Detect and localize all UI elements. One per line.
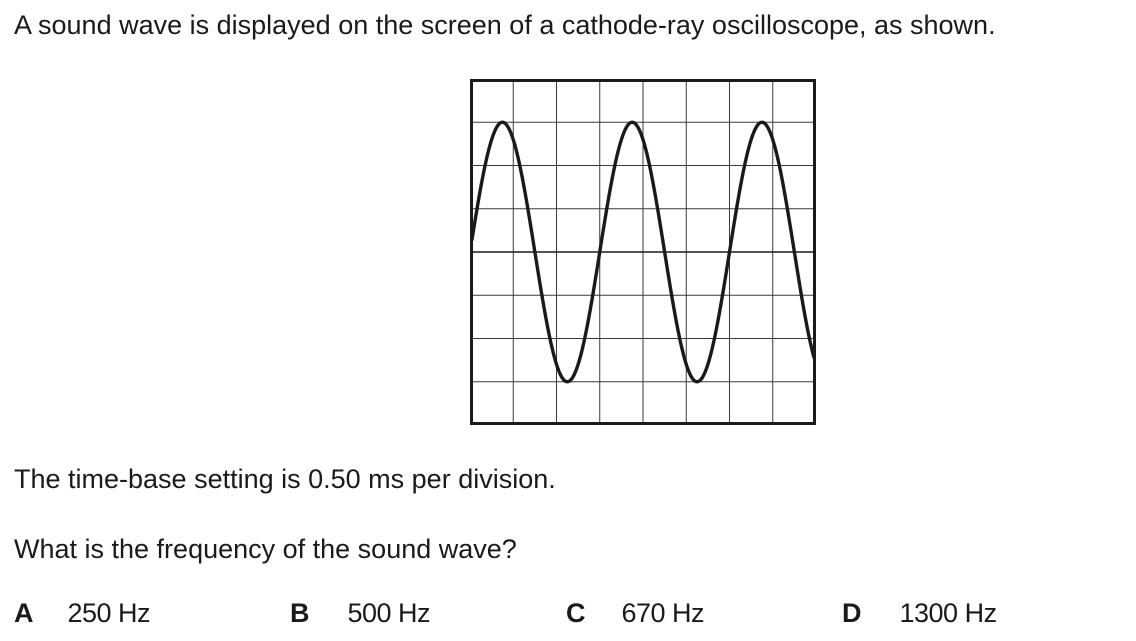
option-value: 1300 Hz [899, 598, 998, 628]
screen-border [470, 79, 816, 425]
option-letter: A [14, 598, 34, 628]
option-d[interactable]: D 1300 Hz [842, 600, 997, 627]
time-base-statement: The time-base setting is 0.50 ms per div… [14, 464, 556, 494]
option-letter: B [290, 598, 310, 628]
question-prompt: What is the frequency of the sound wave? [14, 534, 517, 564]
option-value: 500 Hz [347, 598, 431, 628]
option-letter: C [566, 598, 586, 628]
option-a[interactable]: A 250 Hz [14, 598, 151, 628]
sound-waveform [470, 120, 816, 384]
option-c[interactable]: C 670 Hz [566, 598, 705, 628]
option-letter: D [842, 598, 862, 628]
option-b[interactable]: B 500 Hz [290, 598, 431, 628]
option-value: 250 Hz [67, 598, 151, 628]
option-value: 670 Hz [621, 598, 705, 628]
oscilloscope-screen [470, 79, 816, 425]
question-intro: A sound wave is displayed on the screen … [14, 10, 996, 40]
